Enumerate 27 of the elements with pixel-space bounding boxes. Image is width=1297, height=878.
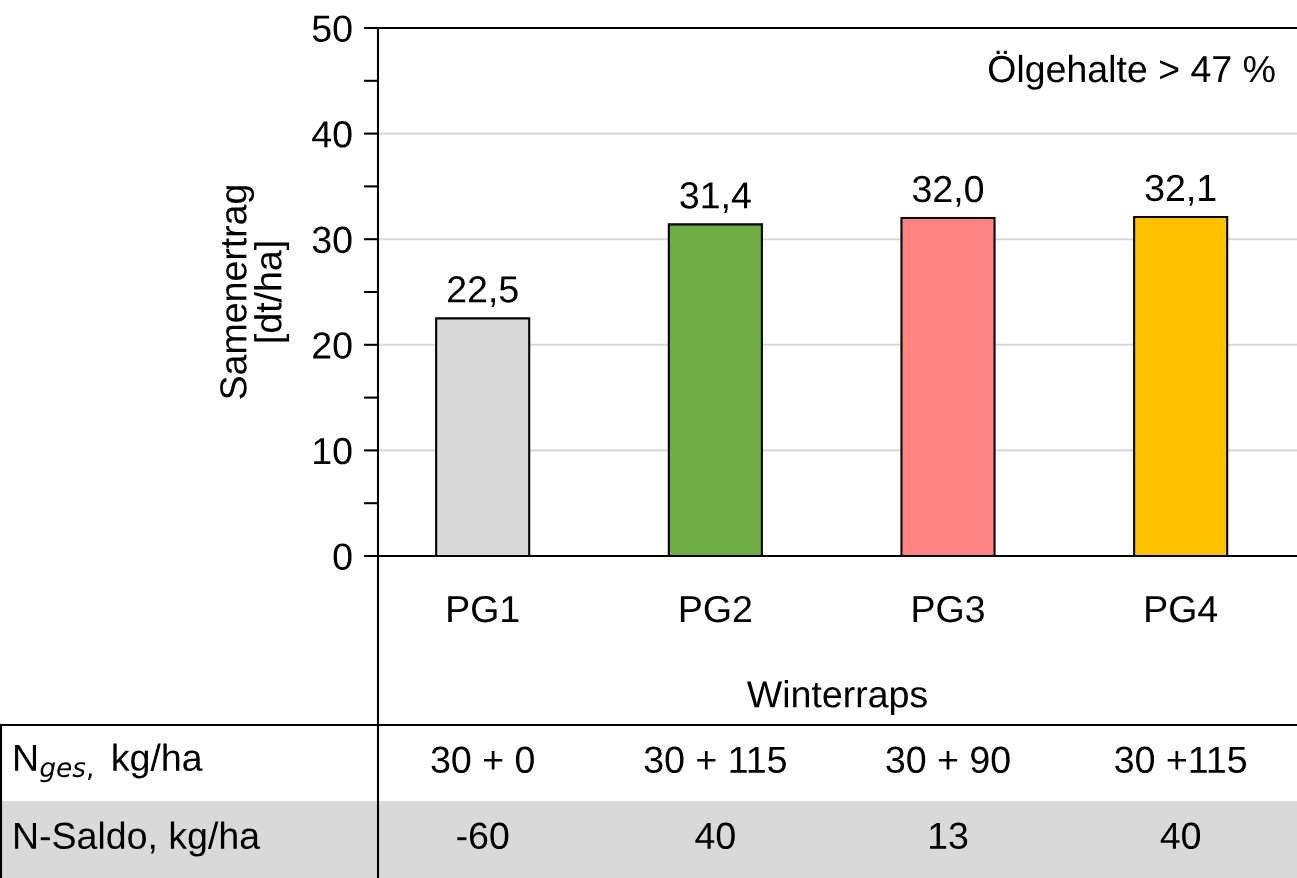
annotation: Ölgehalte > 47 %	[988, 50, 1275, 90]
text: 30 + 0	[431, 746, 534, 774]
y-tick-label: 0	[333, 543, 352, 570]
data-label: 32,0	[912, 175, 984, 207]
x-axis-title: Winterraps	[747, 680, 927, 716]
text: N$_{ges,}$ kg/ha	[15, 743, 203, 783]
x-tick-label: PG3	[913, 595, 984, 623]
x-tick-label: PG1	[448, 595, 519, 623]
x-tick-label: PG4	[1146, 595, 1218, 623]
data-label: 32,1	[1145, 174, 1216, 206]
y-tick-label: 30	[312, 226, 352, 254]
y-tick-label: 20	[313, 332, 352, 359]
y-axis-title: Samenertrag [dt/ha]	[220, 186, 290, 399]
text: N-Saldo, kg/ha	[15, 821, 261, 857]
x-tick-label: PG2	[680, 595, 751, 623]
y-tick-label: 40	[312, 121, 352, 148]
text: 30 + 90	[886, 746, 1010, 774]
text: 30 +115	[1115, 746, 1247, 774]
text: -60	[457, 822, 509, 850]
y-tick-label: 10	[314, 437, 352, 465]
text: 40	[1160, 822, 1201, 850]
text: 13	[930, 822, 968, 850]
text: 30 + 115	[644, 746, 786, 774]
data-label: 22,5	[448, 276, 518, 308]
y-tick-label: 50	[312, 15, 352, 42]
data-label: 31,4	[680, 182, 751, 214]
text: 40	[695, 822, 735, 850]
